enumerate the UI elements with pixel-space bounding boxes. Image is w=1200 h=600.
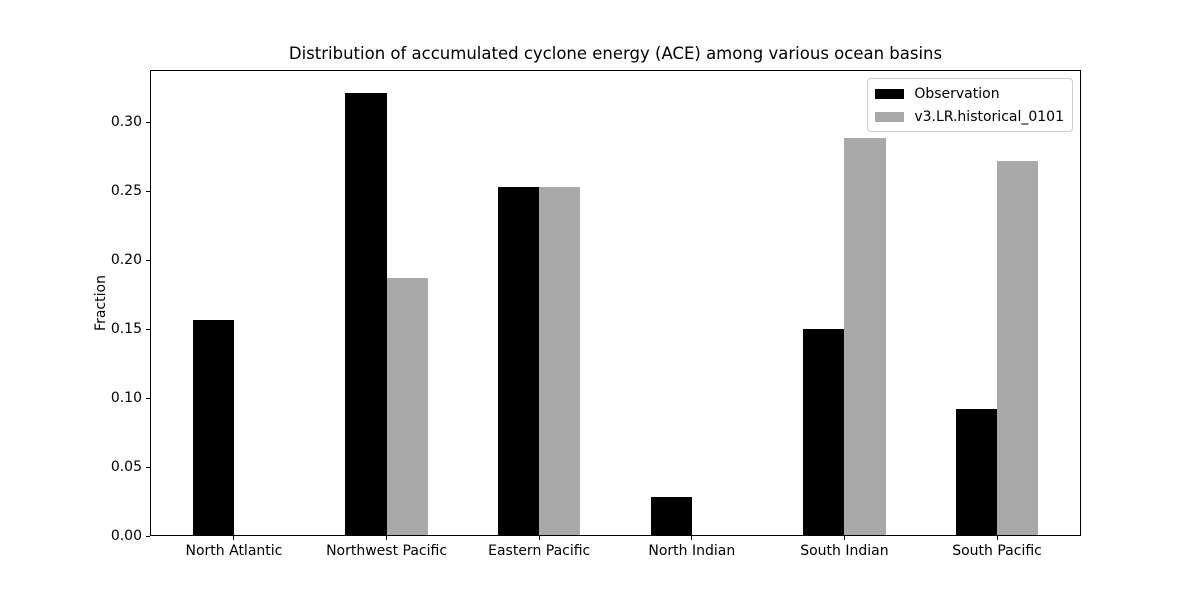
y-tick-mark [146, 466, 150, 468]
x-tick-mark [233, 536, 235, 540]
y-tick-mark [146, 397, 150, 399]
plot-area: Observation v3.LR.historical_0101 [150, 70, 1081, 536]
x-tick-label: Northwest Pacific [326, 543, 448, 559]
y-tick-mark [146, 328, 150, 330]
bar-observation-south-pacific [955, 409, 998, 535]
y-tick-label: 0.30 [110, 114, 142, 131]
bar-v3-lr-historical-0101-south-pacific [997, 160, 1039, 535]
y-tick-label: 0.10 [110, 390, 142, 407]
bar-v3-lr-historical-0101-eastern-pacific [539, 187, 581, 535]
legend-item-observation: Observation [875, 84, 1064, 103]
legend-swatch-observation [875, 88, 905, 99]
bar-observation-south-indian [803, 329, 845, 535]
legend: Observation v3.LR.historical_0101 [867, 78, 1073, 132]
bar-observation-eastern-pacific [497, 187, 540, 535]
x-tick-label: Eastern Pacific [488, 543, 591, 559]
y-tick-mark [146, 190, 150, 192]
y-tick-label: 0.20 [110, 252, 142, 269]
bar-v3-lr-historical-0101-northwest-pacific [386, 278, 428, 535]
legend-item-model: v3.LR.historical_0101 [875, 107, 1064, 126]
x-tick-mark [996, 536, 998, 540]
bar-observation-north-atlantic [192, 319, 234, 535]
bar-observation-northwest-pacific [345, 93, 387, 535]
x-tick-mark [843, 536, 845, 540]
legend-label-observation: Observation [914, 85, 1000, 102]
legend-swatch-model [875, 111, 905, 122]
x-tick-mark [386, 536, 388, 540]
y-tick-mark [146, 535, 150, 537]
x-tick-label: North Atlantic [185, 543, 283, 559]
bar-v3-lr-historical-0101-south-indian [844, 137, 886, 535]
chart-title: Distribution of accumulated cyclone ener… [288, 44, 943, 63]
x-tick-label: South Pacific [952, 543, 1042, 559]
y-tick-mark [146, 259, 150, 261]
y-tick-label: 0.25 [110, 183, 142, 200]
x-tick-mark [691, 536, 693, 540]
x-tick-label: North Indian [648, 543, 736, 559]
bar-observation-north-indian [650, 497, 692, 535]
y-tick-label: 0.05 [110, 459, 142, 476]
x-tick-mark [538, 536, 540, 540]
y-tick-label: 0.00 [110, 528, 142, 544]
y-tick-label: 0.15 [110, 321, 142, 338]
legend-label-model: v3.LR.historical_0101 [914, 108, 1064, 125]
x-tick-label: South Indian [800, 543, 889, 559]
y-tick-mark [146, 121, 150, 123]
